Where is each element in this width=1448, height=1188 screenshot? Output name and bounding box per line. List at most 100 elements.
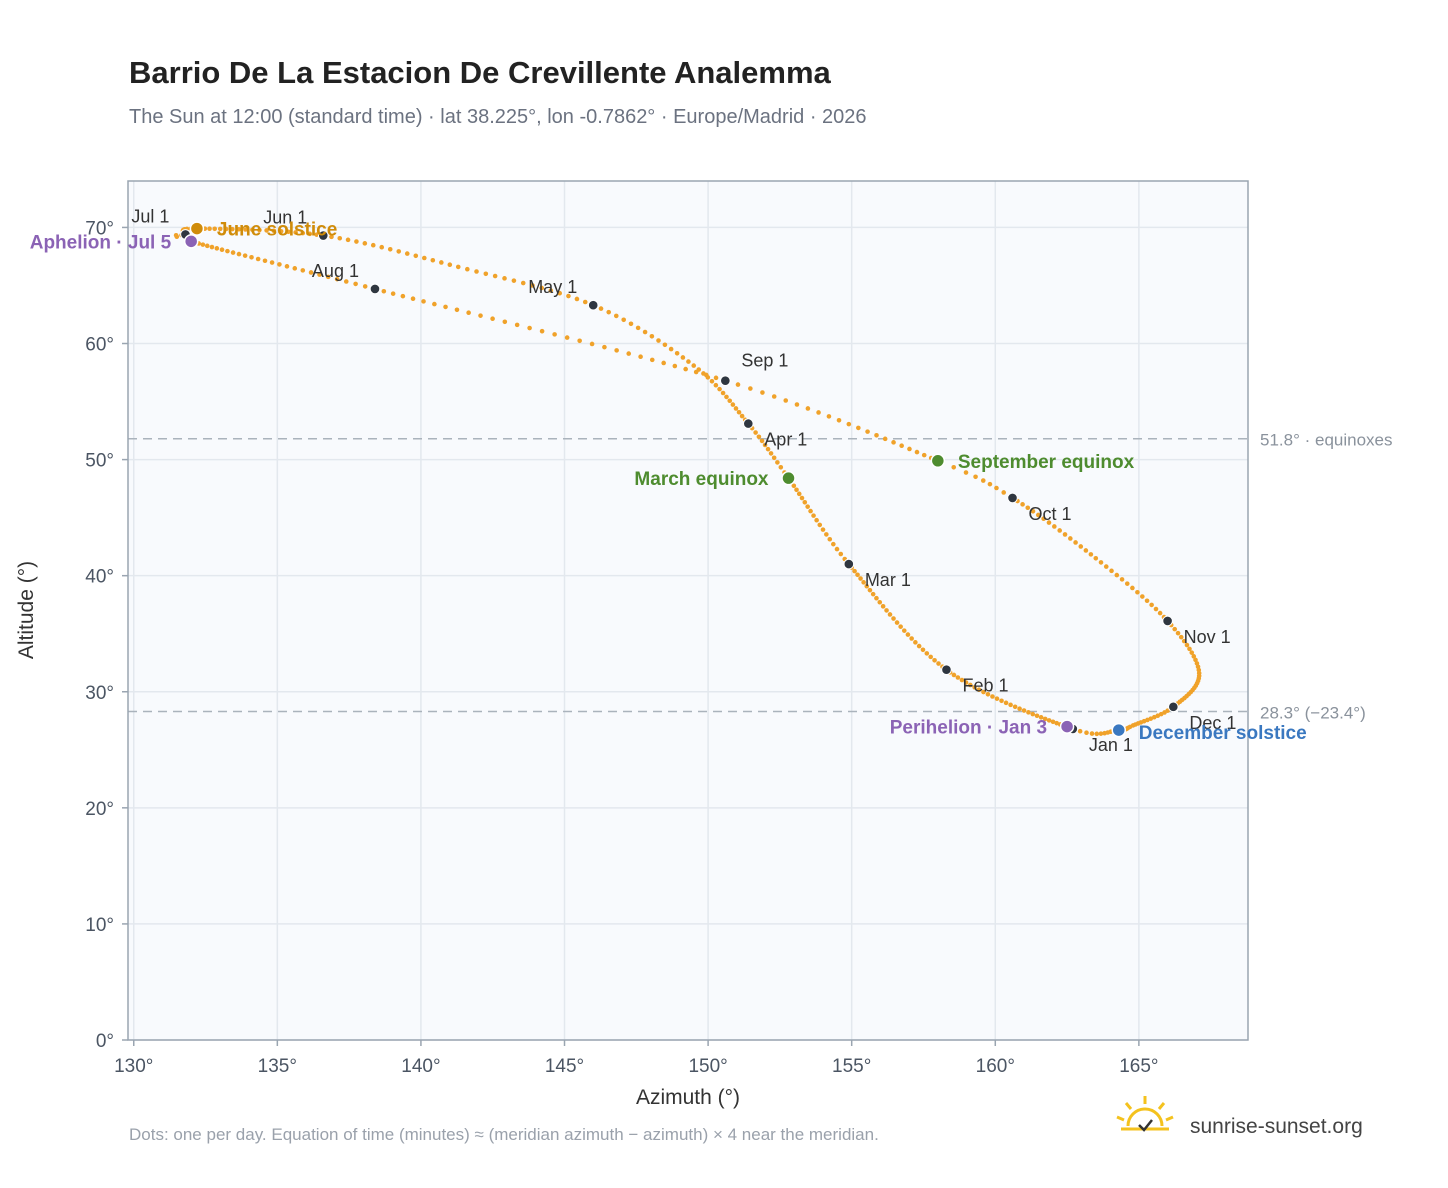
daily-dot bbox=[963, 470, 969, 475]
daily-dot bbox=[628, 321, 634, 327]
daily-dot bbox=[413, 253, 419, 259]
daily-dot bbox=[1041, 516, 1046, 522]
daily-dot bbox=[727, 398, 733, 404]
event-label: June solstice bbox=[217, 220, 337, 241]
daily-dot bbox=[626, 351, 632, 356]
daily-dot bbox=[856, 425, 861, 431]
daily-dot bbox=[207, 226, 212, 232]
daily-dot bbox=[1181, 638, 1187, 644]
x-tick-label: 155° bbox=[832, 1056, 871, 1077]
daily-dot bbox=[502, 319, 508, 325]
daily-dot bbox=[794, 402, 800, 407]
daily-dot bbox=[709, 379, 715, 384]
x-tick-label: 135° bbox=[258, 1056, 297, 1077]
daily-dot bbox=[552, 332, 557, 337]
daily-dot bbox=[212, 226, 218, 232]
daily-dot bbox=[613, 313, 619, 319]
daily-dot bbox=[924, 651, 930, 656]
daily-dot bbox=[490, 316, 495, 322]
daily-dot bbox=[1103, 564, 1109, 569]
daily-dot bbox=[1135, 589, 1140, 595]
daily-dot bbox=[771, 455, 777, 461]
month-label: Dec 1 bbox=[1189, 713, 1236, 733]
daily-dot bbox=[649, 333, 655, 339]
daily-dot bbox=[1038, 715, 1044, 720]
daily-dot bbox=[913, 640, 918, 645]
y-tick-label: 30° bbox=[85, 683, 114, 704]
daily-dot bbox=[539, 285, 545, 291]
month-marker-dot bbox=[941, 664, 952, 676]
daily-dot bbox=[214, 246, 220, 251]
y-tick-label: 50° bbox=[85, 451, 114, 472]
daily-dot bbox=[520, 280, 526, 286]
event-label: September equinox bbox=[958, 452, 1135, 473]
daily-dot bbox=[1057, 528, 1062, 533]
daily-dot bbox=[874, 595, 879, 601]
chart-title: Barrio De La Estacion De Crevillente Ana… bbox=[129, 55, 832, 90]
daily-dot bbox=[1030, 509, 1036, 514]
daily-dot bbox=[814, 517, 819, 523]
daily-dot bbox=[990, 694, 995, 699]
daily-dot bbox=[334, 276, 340, 282]
month-label: Mar 1 bbox=[865, 570, 911, 590]
daily-dot bbox=[329, 234, 334, 240]
daily-dot bbox=[691, 363, 697, 368]
daily-dot bbox=[951, 464, 957, 470]
event-marker-dot bbox=[1111, 722, 1127, 738]
month-marker-dot bbox=[1162, 615, 1173, 627]
daily-dot bbox=[987, 481, 993, 487]
chart-subtitle: The Sun at 12:00 (standard time) · lat 3… bbox=[129, 106, 867, 128]
daily-dot bbox=[566, 293, 571, 299]
daily-dot bbox=[548, 288, 554, 293]
event-markers: June solstice Aphelion · Jul 5 March equin… bbox=[30, 220, 1307, 744]
daily-dot bbox=[219, 247, 225, 253]
month-label: Jul 1 bbox=[131, 206, 169, 226]
daily-dot bbox=[1175, 630, 1181, 636]
daily-dot bbox=[379, 244, 385, 250]
daily-dot bbox=[674, 350, 680, 356]
daily-dot bbox=[317, 272, 322, 277]
daily-dot bbox=[703, 372, 709, 378]
daily-dot bbox=[887, 612, 893, 617]
daily-dot bbox=[976, 687, 982, 693]
daily-dot bbox=[762, 442, 768, 448]
daily-dot bbox=[834, 546, 840, 552]
plot-area bbox=[128, 181, 1248, 1040]
daily-dot bbox=[783, 398, 789, 403]
month-marker-dot bbox=[843, 558, 855, 570]
daily-dot bbox=[539, 328, 545, 334]
daily-dot bbox=[262, 258, 268, 264]
daily-dot bbox=[899, 443, 904, 448]
plot-frame bbox=[127, 180, 1249, 1041]
brand-name: sunrise-sunset.org bbox=[1190, 1115, 1363, 1138]
daily-dot bbox=[656, 338, 661, 343]
daily-dot bbox=[1026, 710, 1031, 715]
daily-dot bbox=[736, 409, 742, 415]
x-tick-label: 145° bbox=[545, 1056, 584, 1077]
daily-dot bbox=[870, 591, 876, 597]
daily-dot bbox=[564, 335, 570, 340]
daily-dot bbox=[914, 449, 920, 455]
daily-dot bbox=[1088, 552, 1094, 557]
daily-dot bbox=[1003, 700, 1009, 706]
daily-dot bbox=[894, 620, 900, 625]
daily-dot bbox=[994, 485, 999, 491]
daily-dot bbox=[1109, 568, 1114, 574]
daily-dot bbox=[225, 248, 230, 254]
daily-dot bbox=[1191, 654, 1197, 659]
daily-dot bbox=[492, 273, 498, 279]
daily-dot bbox=[796, 491, 802, 497]
x-tick-label: 140° bbox=[401, 1056, 440, 1077]
daily-dot bbox=[432, 301, 437, 307]
daily-dot bbox=[1144, 598, 1150, 604]
daily-dot bbox=[898, 624, 903, 629]
daily-dot bbox=[1012, 704, 1018, 710]
x-tick-label: 160° bbox=[976, 1056, 1015, 1077]
daily-dot bbox=[733, 406, 739, 411]
daily-dot bbox=[250, 227, 255, 233]
daily-dot bbox=[1017, 706, 1022, 712]
daily-dot bbox=[936, 661, 941, 666]
daily-dot bbox=[756, 434, 762, 440]
brand-logo[interactable]: sunrise-sunset.org bbox=[1116, 1096, 1363, 1138]
daily-dot bbox=[827, 536, 833, 542]
